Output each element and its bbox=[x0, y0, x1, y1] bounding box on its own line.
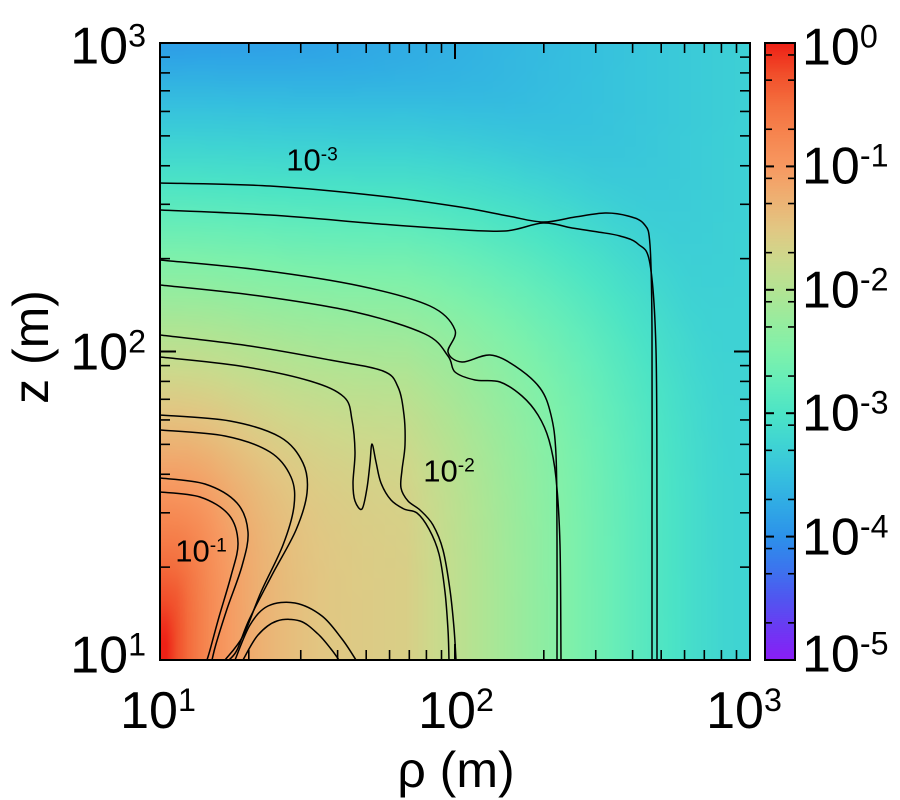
colorbar-frame bbox=[764, 42, 796, 661]
contour-label-10e-3: 10-3 bbox=[286, 142, 338, 178]
cbar-label-1e-3: 10-3 bbox=[802, 384, 889, 443]
contour-line-3e-2 bbox=[242, 618, 340, 661]
contour-line-1e-2 bbox=[159, 356, 450, 661]
x-tick-label-1e1: 101 bbox=[120, 681, 196, 740]
plot-frame bbox=[159, 42, 751, 661]
y-tick-label-1e1: 101 bbox=[70, 626, 146, 685]
contour-line-3e-2 bbox=[159, 429, 296, 661]
contour-line-1e-1 bbox=[159, 477, 249, 661]
contour-line-3e-3 bbox=[159, 259, 558, 661]
contour-line-3e-2 bbox=[234, 601, 357, 661]
cbar-label-1e0: 100 bbox=[802, 18, 878, 77]
contour-label-10e-1: 10-1 bbox=[175, 533, 227, 569]
contour-line-1e-1 bbox=[159, 491, 239, 661]
contour-line-1e-2 bbox=[159, 334, 457, 661]
cbar-label-1e-4: 10-4 bbox=[802, 508, 889, 567]
x-tick-label-1e2: 102 bbox=[418, 681, 494, 740]
x-axis-title: ρ (m) bbox=[397, 742, 515, 798]
contour-line-1e-3 bbox=[159, 182, 653, 661]
cbar-label-1e-5: 10-5 bbox=[802, 625, 889, 684]
colorbar-canvas bbox=[765, 43, 795, 660]
y-tick-label-1e2: 102 bbox=[70, 323, 146, 382]
y-axis-title: z (m) bbox=[3, 290, 59, 404]
contour-label-10e-2: 10-2 bbox=[423, 453, 475, 489]
cbar-label-1e-1: 10-1 bbox=[802, 137, 889, 196]
contour-line-1e-3 bbox=[159, 209, 658, 661]
contour-line-3e-3 bbox=[159, 284, 562, 661]
cbar-label-1e-2: 10-2 bbox=[802, 261, 889, 320]
y-tick-label-1e3: 103 bbox=[70, 17, 146, 76]
axis-ticks bbox=[159, 42, 795, 661]
x-tick-label-1e3: 103 bbox=[706, 681, 782, 740]
contour-lines bbox=[159, 182, 658, 661]
